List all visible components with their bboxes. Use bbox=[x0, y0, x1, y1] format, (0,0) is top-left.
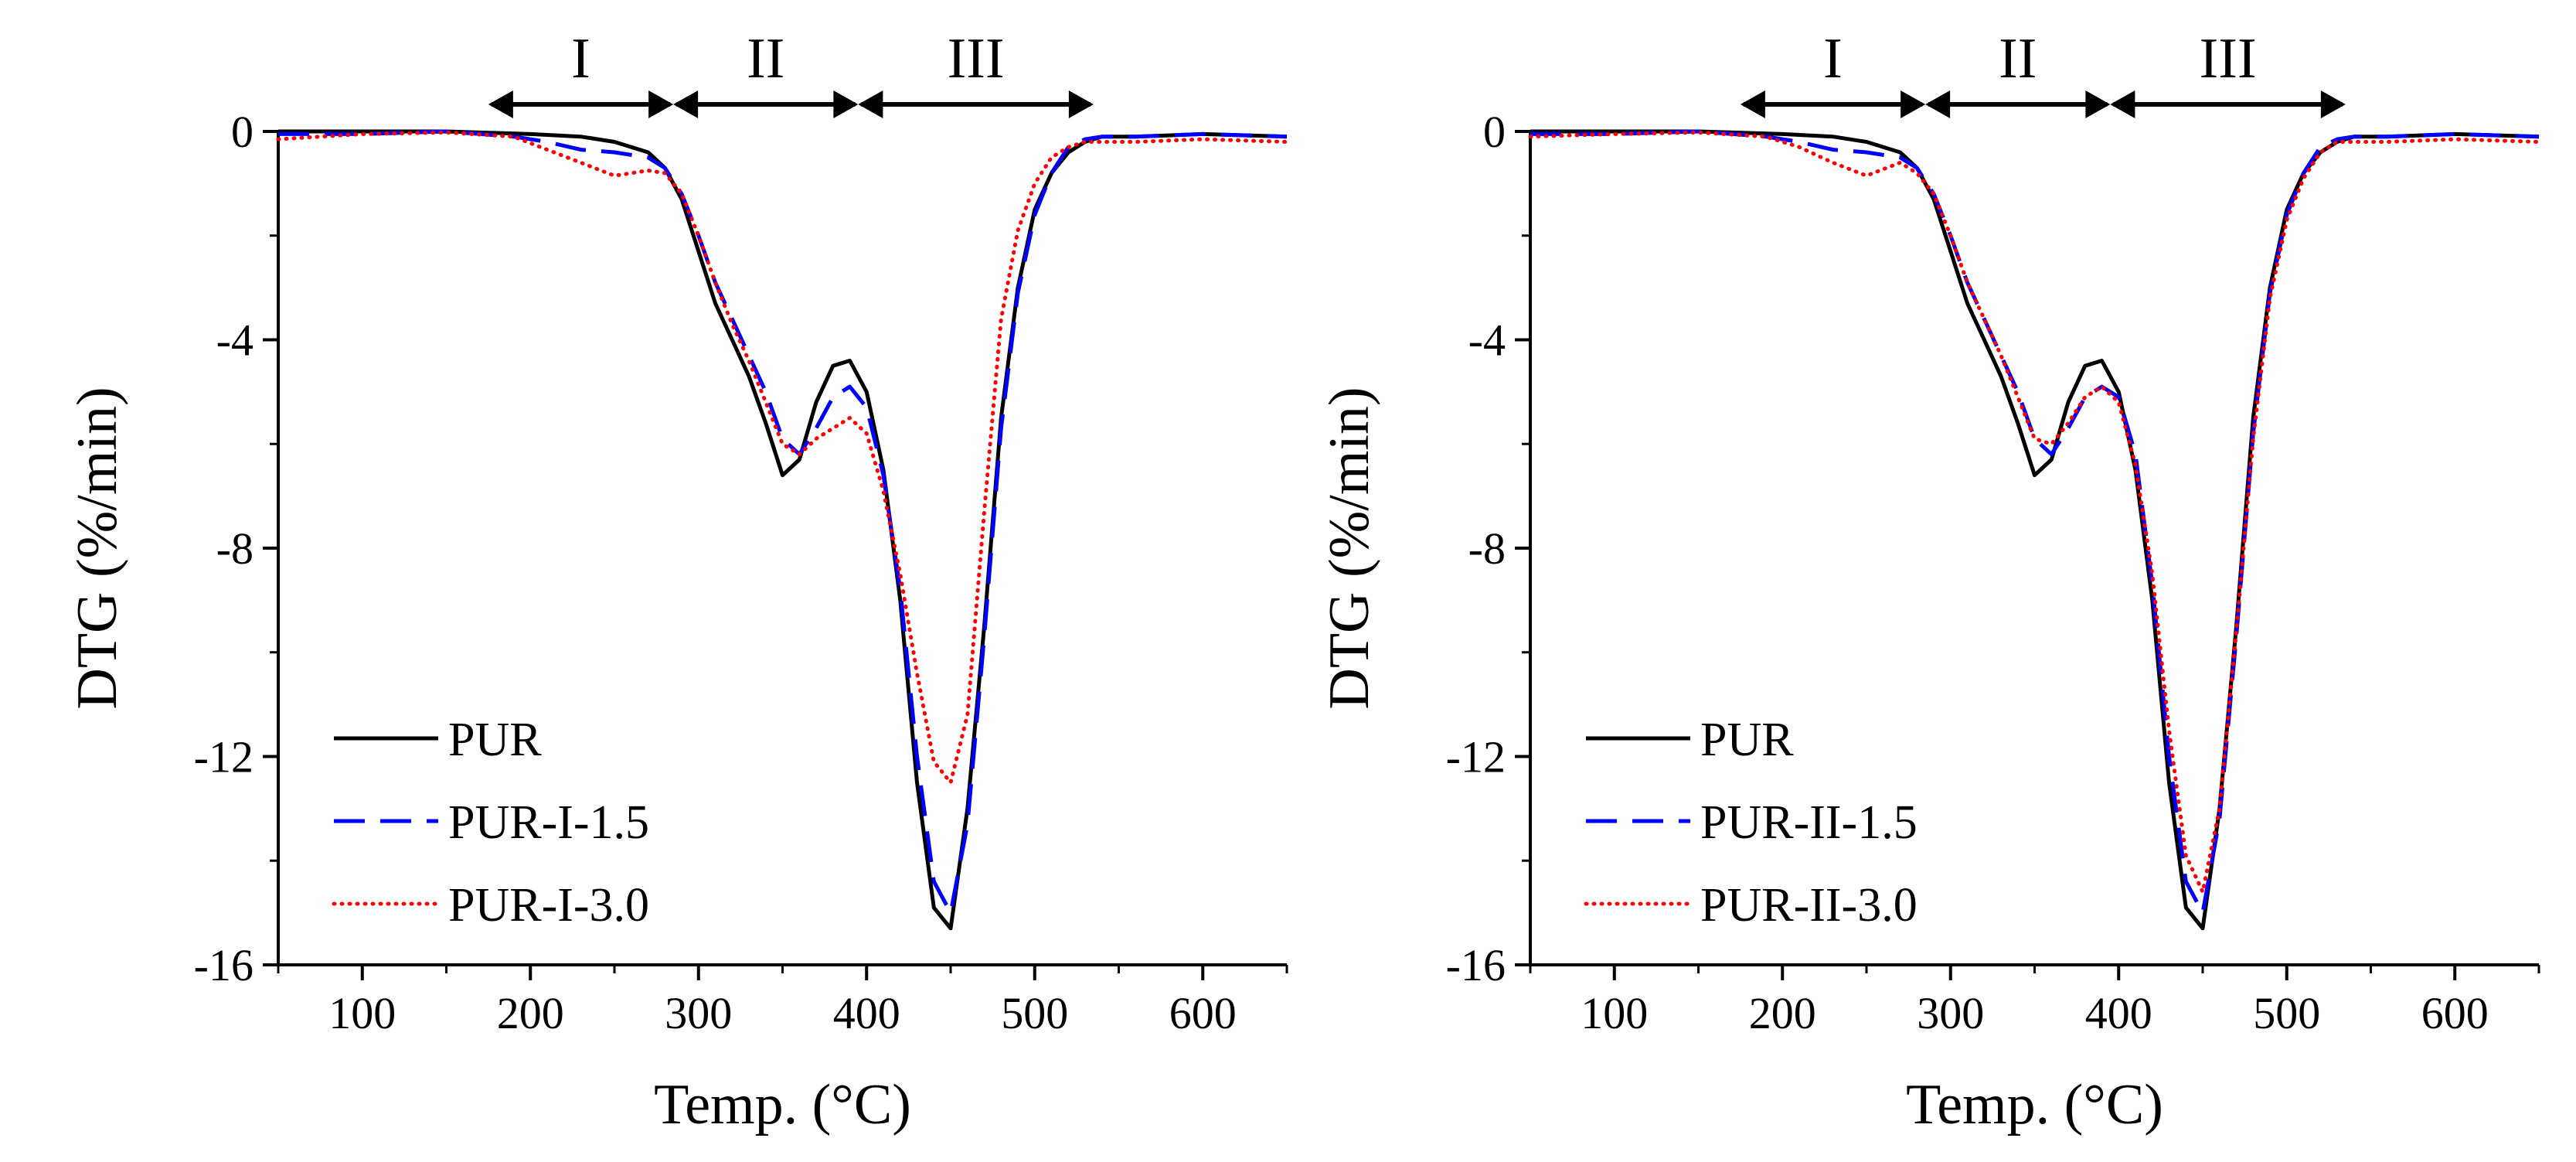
region-arrowhead-left bbox=[1925, 90, 1951, 118]
chart-2: 100 200 300 400 500 600 0 -4 -8 -12 -16 Temp. (°C) D… bbox=[1318, 27, 2541, 1136]
series-line-PUR bbox=[278, 129, 1288, 931]
x-tick-label: 200 bbox=[497, 988, 564, 1038]
x-tick-label: 200 bbox=[1749, 988, 1816, 1038]
series-line-PUR-II-3.0 bbox=[1528, 130, 2541, 895]
series-line-PUR-I-3.0 bbox=[276, 130, 1289, 785]
legend-label-PUR: PUR bbox=[1700, 714, 1794, 766]
region-arrowhead-right bbox=[2320, 90, 2346, 118]
y-tick-label: 0 bbox=[231, 107, 254, 157]
region-label-I: I bbox=[1823, 27, 1843, 90]
region-arrowhead-left bbox=[488, 90, 513, 118]
y-tick-label: -8 bbox=[216, 523, 254, 574]
legend-label-PUR-II-3.0: PUR-II-3.0 bbox=[1700, 879, 1918, 932]
region-label-III: III bbox=[2200, 27, 2257, 90]
x-tick-label: 100 bbox=[328, 988, 396, 1038]
x-axis-title: Temp. (°C) bbox=[1906, 1073, 2163, 1136]
y-tick-label: -8 bbox=[1468, 523, 1506, 574]
legend-label-PUR-I-1.5: PUR-I-1.5 bbox=[448, 796, 649, 849]
series-line-PUR-I-1.5 bbox=[278, 129, 1288, 915]
legend-label-PUR-II-1.5: PUR-II-1.5 bbox=[1700, 796, 1918, 849]
y-axis-title: DTG (%/min) bbox=[66, 387, 129, 709]
region-arrowhead-left bbox=[858, 90, 883, 118]
y-axis-title: DTG (%/min) bbox=[1318, 387, 1381, 709]
region-label-II: II bbox=[747, 27, 784, 90]
x-axis-title: Temp. (°C) bbox=[654, 1073, 911, 1136]
region-label-III: III bbox=[948, 27, 1005, 90]
x-tick-label: 100 bbox=[1581, 988, 1648, 1038]
region-arrowhead-right bbox=[833, 90, 859, 118]
region-label-II: II bbox=[1999, 27, 2037, 90]
legend-label-PUR-I-3.0: PUR-I-3.0 bbox=[448, 879, 649, 932]
x-tick-label: 300 bbox=[665, 988, 732, 1038]
region-arrowhead-right bbox=[2085, 90, 2111, 118]
region-arrowhead-left bbox=[1740, 90, 1765, 118]
y-tick-label: -4 bbox=[216, 315, 254, 366]
x-tick-label: 400 bbox=[2085, 988, 2152, 1038]
series-line-PUR-II-1.5 bbox=[1530, 129, 2540, 915]
x-tick-label: 300 bbox=[1917, 988, 1984, 1038]
chart-1: 100 200 300 400 500 600 0 -4 -8 -12 -16 Temp. (°C) D… bbox=[66, 27, 1289, 1136]
region-arrowhead-left bbox=[2110, 90, 2135, 118]
region-arrowhead-right bbox=[648, 90, 674, 118]
x-tick-label: 600 bbox=[2421, 988, 2489, 1038]
x-tick-label: 600 bbox=[1169, 988, 1237, 1038]
x-tick-label: 500 bbox=[2253, 988, 2320, 1038]
y-tick-label: -12 bbox=[194, 732, 254, 782]
x-tick-label: 500 bbox=[1001, 988, 1068, 1038]
region-arrowhead-left bbox=[673, 90, 699, 118]
legend-label-PUR: PUR bbox=[448, 714, 542, 766]
series-line-PUR bbox=[1530, 129, 2540, 931]
y-tick-label: -12 bbox=[1446, 732, 1506, 782]
region-arrowhead-right bbox=[1901, 90, 1926, 118]
region-arrowhead-right bbox=[1068, 90, 1094, 118]
x-tick-label: 400 bbox=[833, 988, 900, 1038]
y-tick-label: -4 bbox=[1468, 315, 1506, 366]
y-tick-label: -16 bbox=[194, 940, 254, 990]
y-tick-label: -16 bbox=[1446, 940, 1506, 990]
y-tick-label: 0 bbox=[1483, 107, 1506, 157]
region-label-I: I bbox=[571, 27, 590, 90]
